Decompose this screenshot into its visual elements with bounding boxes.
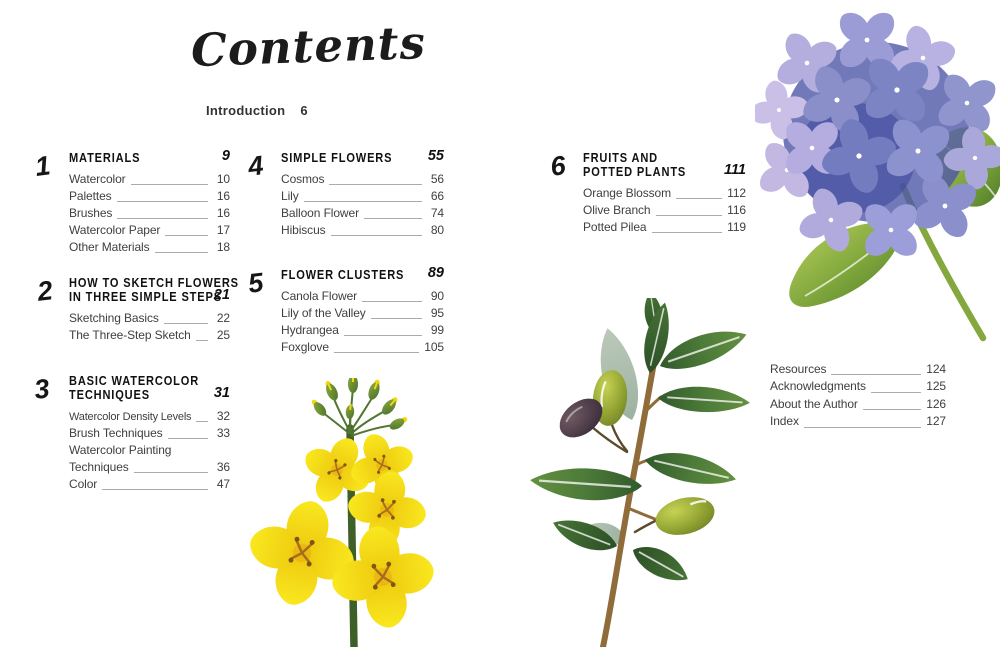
leader-line bbox=[333, 352, 420, 353]
section-page: 89 bbox=[427, 265, 444, 281]
leader-line bbox=[831, 374, 922, 376]
leader-line bbox=[196, 421, 208, 422]
leader-line bbox=[362, 301, 422, 302]
toc-entry[interactable]: Watercolor Paper 17 bbox=[69, 223, 230, 237]
canola-flower-illustration bbox=[238, 372, 473, 647]
toc-entry[interactable]: Resources 124 bbox=[770, 362, 946, 376]
section-page: 111 bbox=[723, 162, 746, 178]
leader-line bbox=[102, 489, 208, 490]
leader-line bbox=[154, 252, 208, 253]
leader-line bbox=[675, 198, 723, 199]
toc-entry[interactable]: Other Materials 18 bbox=[69, 240, 230, 254]
intro-label: Introduction bbox=[206, 103, 286, 118]
toc-entry[interactable]: Color 47 bbox=[69, 477, 230, 491]
toc-entry[interactable]: Brushes 16 bbox=[69, 206, 230, 220]
toc-entry[interactable]: About the Author 126 bbox=[770, 396, 946, 411]
leader-line bbox=[870, 391, 922, 393]
page-title: Contents bbox=[190, 15, 427, 78]
leader-line bbox=[330, 235, 422, 236]
canola-buds bbox=[311, 372, 408, 430]
leader-line bbox=[133, 472, 208, 473]
toc-section-materials: 1 MATERIALS 9 Watercolor 10 Palettes 16 Br… bbox=[33, 148, 230, 257]
leader-line bbox=[117, 218, 208, 219]
toc-entry[interactable]: Hydrangea 99 bbox=[281, 323, 444, 337]
toc-entry[interactable]: Watercolor 10 bbox=[69, 172, 230, 186]
intro-page: 6 bbox=[300, 103, 308, 118]
toc-entry[interactable]: Index 127 bbox=[770, 414, 946, 429]
toc-entry[interactable]: Sketching Basics 22 bbox=[69, 311, 230, 325]
olive-branch-illustration bbox=[495, 289, 760, 647]
leader-line bbox=[803, 426, 922, 428]
green-olive bbox=[655, 497, 715, 535]
toc-entry[interactable]: Cosmos 56 bbox=[281, 172, 444, 186]
toc-entry[interactable]: Olive Branch 116 bbox=[583, 203, 746, 217]
leader-line bbox=[130, 184, 208, 185]
leader-line bbox=[303, 201, 422, 202]
toc-entry[interactable]: The Three-Step Sketch 25 bbox=[69, 328, 230, 342]
leader-line bbox=[862, 409, 922, 411]
toc-entry[interactable]: Canola Flower 90 bbox=[281, 289, 444, 303]
canola-blossoms bbox=[239, 424, 440, 635]
toc-entry[interactable]: Lily of the Valley 95 bbox=[281, 306, 444, 320]
toc-entry-line1[interactable]: Watercolor Painting bbox=[69, 443, 172, 457]
toc-section-how-to-sketch: 2 HOW TO SKETCH FLOWERS IN THREE SIMPLE … bbox=[36, 275, 239, 345]
toc-entry[interactable]: Palettes 16 bbox=[69, 189, 230, 203]
hydrangea-illustration bbox=[755, 8, 1000, 353]
toc-entry[interactable]: Potted Pilea 119 bbox=[583, 220, 746, 234]
section-heading[interactable]: BASIC WATERCOLOR TECHNIQUES 31 bbox=[69, 373, 230, 402]
leader-line bbox=[116, 201, 208, 202]
section-number: 2 bbox=[35, 275, 55, 307]
toc-section-flower-clusters: 5 FLOWER CLUSTERS 89 Canola Flower 90 Lil… bbox=[247, 265, 445, 357]
leader-line bbox=[167, 438, 208, 439]
leader-line bbox=[163, 323, 208, 324]
leader-line bbox=[655, 215, 723, 216]
toc-entry-line2[interactable]: Techniques 36 bbox=[69, 460, 230, 474]
toc-back-matter: Resources 124 Acknowledgments 125 About th… bbox=[770, 362, 946, 432]
section-heading[interactable]: FRUITS AND POTTED PLANTS 111 bbox=[583, 150, 746, 179]
toc-entry[interactable]: Lily 66 bbox=[281, 189, 444, 203]
leader-line bbox=[370, 318, 422, 319]
toc-entry[interactable]: Orange Blossom 112 bbox=[583, 186, 746, 200]
section-heading[interactable]: SIMPLE FLOWERS 55 bbox=[281, 148, 444, 165]
toc-entry[interactable]: Watercolor Density Levels 32 bbox=[69, 409, 230, 423]
black-olive bbox=[559, 398, 603, 438]
section-heading[interactable]: MATERIALS 9 bbox=[69, 148, 230, 165]
toc-entry-introduction[interactable]: Introduction 6 bbox=[206, 103, 308, 118]
leader-line bbox=[343, 335, 422, 336]
leader-line bbox=[363, 218, 422, 219]
section-page: 9 bbox=[221, 148, 230, 164]
section-page: 31 bbox=[213, 385, 230, 401]
leader-line bbox=[165, 235, 208, 236]
toc-section-simple-flowers: 4 SIMPLE FLOWERS 55 Cosmos 56 Lily 66 Ball… bbox=[247, 148, 445, 240]
leader-line bbox=[195, 340, 208, 341]
toc-entry[interactable]: Acknowledgments 125 bbox=[770, 379, 946, 394]
toc-entry[interactable]: Hibiscus 80 bbox=[281, 223, 444, 237]
toc-entry[interactable]: Balloon Flower 74 bbox=[281, 206, 444, 220]
section-page: 21 bbox=[213, 287, 230, 303]
toc-entry[interactable]: Brush Techniques 33 bbox=[69, 426, 230, 440]
toc-section-basic-techniques: 3 BASIC WATERCOLOR TECHNIQUES 31 Waterco… bbox=[33, 373, 230, 494]
toc-entry[interactable]: Foxglove 105 bbox=[281, 340, 444, 354]
toc-section-fruits-potted-plants: 6 FRUITS AND POTTED PLANTS 111 Orange Bl… bbox=[549, 150, 746, 237]
leader-line bbox=[329, 184, 422, 185]
section-page: 55 bbox=[427, 148, 444, 164]
section-heading[interactable]: HOW TO SKETCH FLOWERS IN THREE SIMPLE ST… bbox=[69, 275, 239, 304]
section-heading[interactable]: FLOWER CLUSTERS 89 bbox=[281, 265, 444, 282]
leader-line bbox=[651, 232, 723, 233]
